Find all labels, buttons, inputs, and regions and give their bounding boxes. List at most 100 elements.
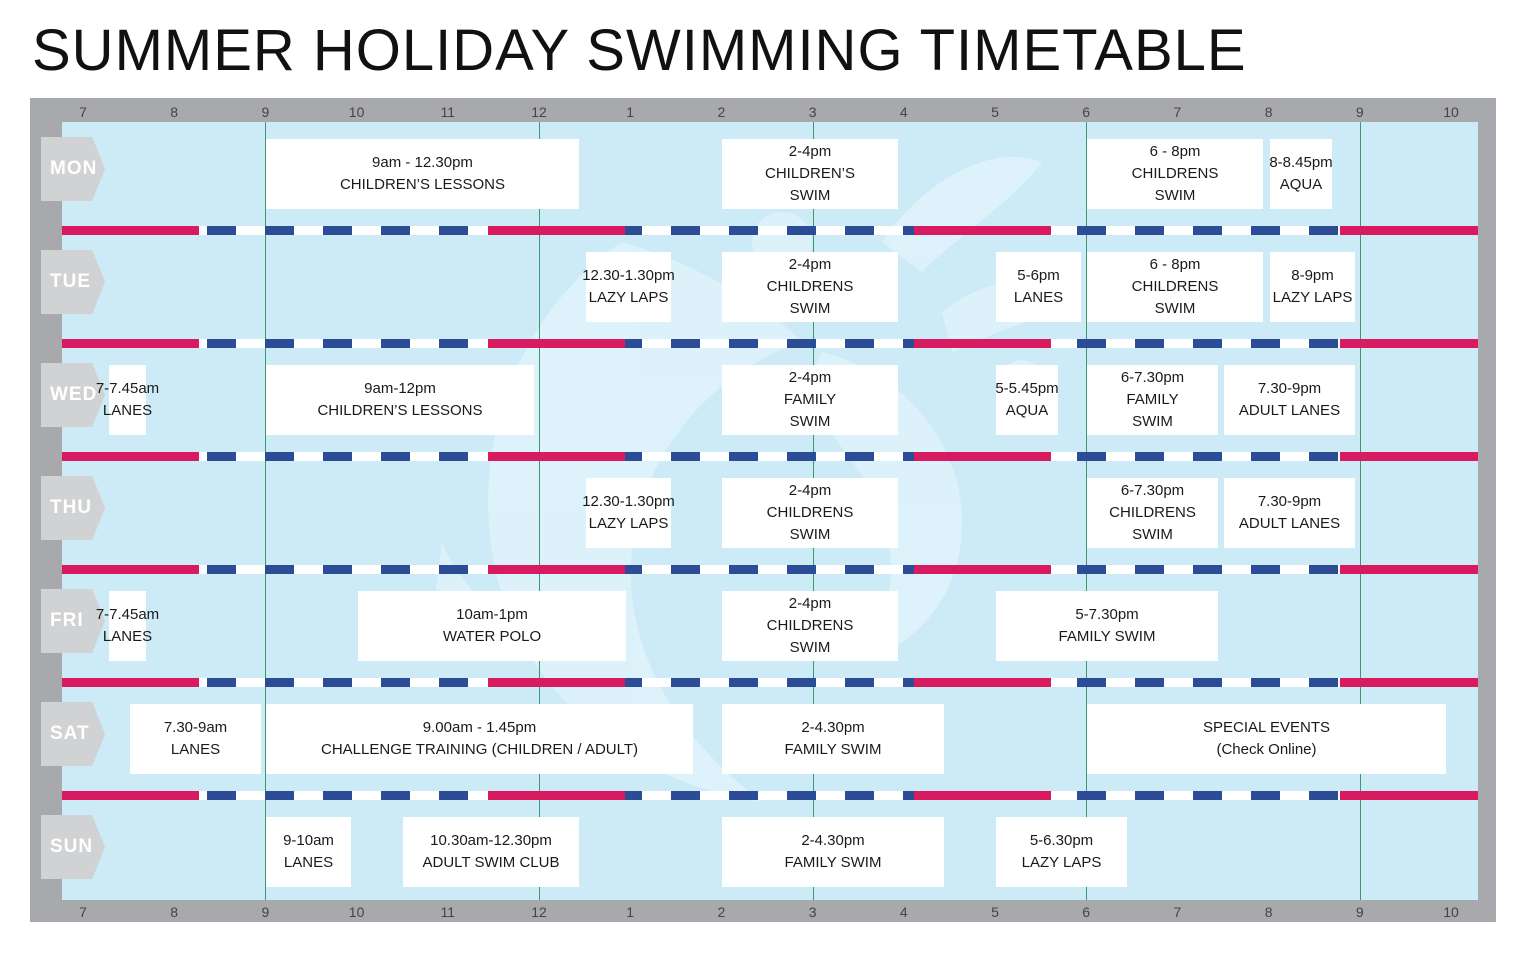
session-block: 7.30-9am LANES (130, 704, 261, 774)
hour-label-top: 2 (717, 104, 726, 120)
day-label-mon: MON (41, 137, 105, 201)
session-block: 9am-12pm CHILDREN’S LESSONS (266, 365, 534, 435)
session-time: 2-4pm (788, 256, 832, 273)
session-block: 5-6pm LANES (996, 252, 1081, 322)
session-time: 10am-1pm (456, 606, 528, 623)
session-time: 6 - 8pm (1149, 256, 1201, 273)
session-activity: SWIM (1132, 526, 1173, 543)
session-activity: ADULT SWIM CLUB (422, 854, 560, 871)
session-block: 7.30-9pm ADULT LANES (1224, 478, 1355, 548)
session-time: 6-7.30pm (1120, 482, 1185, 499)
hour-label-top: 6 (1082, 104, 1091, 120)
session-block: 9am - 12.30pm CHILDREN’S LESSONS (266, 139, 579, 209)
hour-label-bottom: 11 (440, 904, 456, 920)
session-block: 9-10am LANES (266, 817, 351, 887)
session-activity: SWIM (789, 639, 831, 656)
session-activity: CHILDREN’S LESSONS (339, 176, 506, 193)
session-time: 7.30-9pm (1257, 493, 1322, 510)
session-time: 9.00am - 1.45pm (422, 719, 537, 736)
hour-label-top: 8 (1264, 104, 1273, 120)
session-block: 12.30-1.30pm LAZY LAPS (582, 252, 675, 322)
session-activity: AQUA (1279, 176, 1323, 193)
hour-label-bottom: 9 (261, 904, 270, 920)
hour-label-top: 7 (79, 104, 87, 120)
session-activity: ADULT LANES (1238, 402, 1341, 419)
hour-guide-line (1360, 122, 1361, 900)
session-time: 5-7.30pm (1075, 606, 1139, 623)
session-time: 5-5.45pm (995, 380, 1059, 397)
session-block: SPECIAL EVENTS (Check Online) (1087, 704, 1446, 774)
hour-label-top: 4 (899, 104, 908, 120)
session-activity: LAZY LAPS (588, 515, 669, 532)
hour-label-bottom: 8 (1264, 904, 1273, 920)
hour-label-bottom: 5 (991, 904, 999, 920)
session-block: 7.30-9pm ADULT LANES (1224, 365, 1355, 435)
session-time: 2-4.30pm (801, 832, 865, 849)
hour-label-bottom: 6 (1082, 904, 1091, 920)
session-block: 10am-1pm WATER POLO (358, 591, 626, 661)
hour-label-top: 1 (626, 104, 635, 120)
session-activity: CHILDRENS (1131, 278, 1219, 295)
hour-label-top: 3 (808, 104, 817, 120)
lane-rope (62, 678, 1478, 687)
day-label-sat: SAT (41, 702, 105, 766)
hour-label-bottom: 4 (899, 904, 908, 920)
session-block: 2-4.30pm FAMILY SWIM (722, 704, 944, 774)
hour-label-bottom: 7 (1173, 904, 1182, 920)
session-time: 6-7.30pm (1120, 369, 1185, 386)
hour-label-bottom: 2 (717, 904, 726, 920)
hour-label-bottom: 12 (531, 904, 547, 920)
session-activity: LANES (102, 402, 153, 419)
session-time: 9-10am (283, 832, 334, 849)
session-time: 2-4pm (788, 482, 832, 499)
session-time: 12.30-1.30pm (582, 493, 675, 510)
session-time: 10.30am-12.30pm (430, 832, 552, 849)
hour-label-top: 11 (440, 104, 456, 120)
session-block: 9.00am - 1.45pm CHALLENGE TRAINING (CHILD… (266, 704, 693, 774)
session-block: 6 - 8pm CHILDRENS SWIM (1087, 252, 1263, 322)
hour-label-top: 12 (531, 104, 547, 120)
session-block: 6 - 8pm CHILDRENS SWIM (1087, 139, 1263, 209)
session-time: 9am - 12.30pm (372, 154, 473, 171)
session-activity: CHILDREN’S (764, 165, 855, 182)
page-title: SUMMER HOLIDAY SWIMMING TIMETABLE (32, 18, 1247, 83)
day-label-tue: TUE (41, 250, 105, 314)
hour-label-bottom: 9 (1355, 904, 1364, 920)
day-label-fri: FRI (41, 589, 105, 653)
session-time: 8-8.45pm (1269, 154, 1333, 171)
session-time: 2-4pm (788, 369, 832, 386)
session-activity: LAZY LAPS (1021, 854, 1102, 871)
hour-label-top: 9 (261, 104, 270, 120)
session-activity: SWIM (1132, 413, 1173, 430)
session-activity: CHALLENGE TRAINING (CHILDREN / ADULT) (321, 741, 638, 758)
session-time: 7.30-9am (163, 719, 228, 736)
session-block: 6-7.30pm CHILDRENS SWIM (1087, 478, 1218, 548)
hour-label-top: 8 (170, 104, 179, 120)
session-block: 7-7.45am LANES (96, 365, 159, 435)
session-block: 10.30am-12.30pm ADULT SWIM CLUB (403, 817, 579, 887)
session-time: 6 - 8pm (1149, 143, 1201, 160)
session-block: 12.30-1.30pm LAZY LAPS (582, 478, 675, 548)
session-time: 7.30-9pm (1257, 380, 1322, 397)
session-block: 2-4pm FAMILY SWIM (722, 365, 898, 435)
session-time: 2-4.30pm (801, 719, 865, 736)
session-activity: LAZY LAPS (588, 289, 669, 306)
hour-label-top: 5 (991, 104, 999, 120)
session-time: 2-4pm (788, 143, 832, 160)
session-activity: (Check Online) (1216, 741, 1317, 758)
session-activity: SWIM (1154, 300, 1196, 317)
hour-label-bottom: 10 (348, 904, 365, 920)
hour-label-bottom: 7 (79, 904, 87, 920)
hour-label-bottom: 8 (170, 904, 179, 920)
session-activity: FAMILY SWIM (1058, 628, 1156, 645)
hour-label-top: 10 (1443, 104, 1459, 120)
hour-label-top: 9 (1355, 104, 1364, 120)
session-time: 5-6.30pm (1029, 832, 1094, 849)
hour-guide-line (265, 122, 266, 900)
session-activity: AQUA (1005, 402, 1049, 419)
session-time: 5-6pm (1017, 267, 1060, 284)
day-label-wed: WED (41, 363, 105, 427)
session-activity: FAMILY SWIM (784, 741, 882, 758)
session-block: 5-7.30pm FAMILY SWIM (996, 591, 1218, 661)
session-activity: CHILDRENS (766, 278, 854, 295)
